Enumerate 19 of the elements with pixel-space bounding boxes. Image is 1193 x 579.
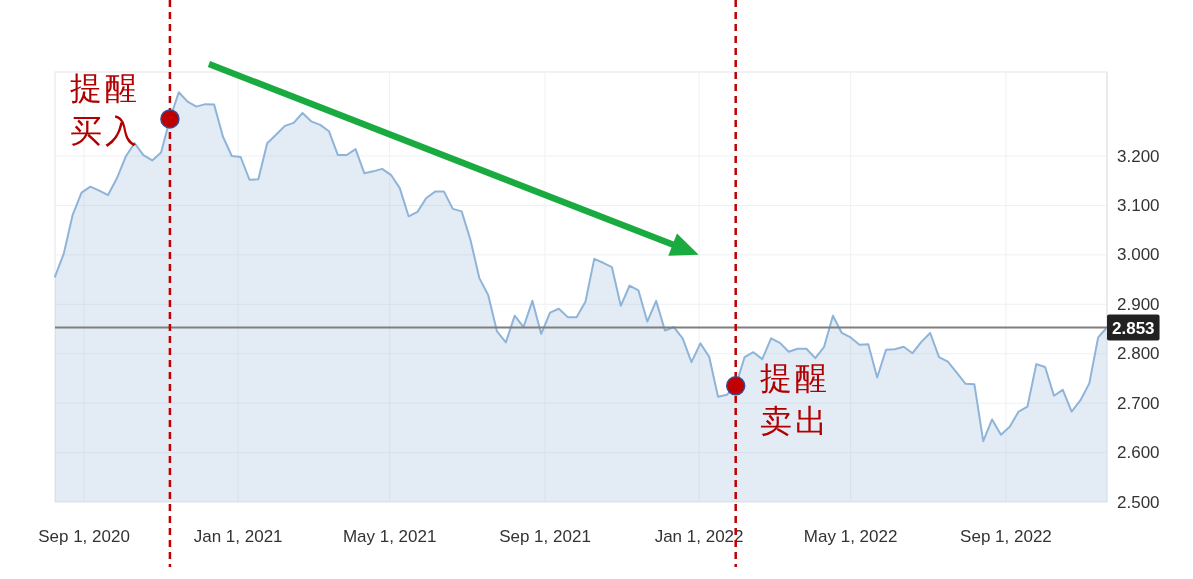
y-tick-label: 3.000 xyxy=(1117,245,1160,265)
x-tick-label: Jan 1, 2021 xyxy=(193,526,283,546)
annotation-text: 提醒买入 xyxy=(69,69,140,149)
ref-line-label: 2.853 xyxy=(1107,314,1160,341)
y-tick-label: 2.800 xyxy=(1117,344,1160,364)
y-tick-label: 2.500 xyxy=(1117,492,1160,512)
y-tick-label: 3.200 xyxy=(1117,146,1160,166)
x-tick-label: Sep 1, 2021 xyxy=(499,526,591,546)
y-tick-label: 2.900 xyxy=(1117,294,1160,314)
x-tick-label: May 1, 2022 xyxy=(803,526,898,546)
x-tick-label: Sep 1, 2022 xyxy=(960,526,1052,546)
x-tick-label: Jan 1, 2022 xyxy=(654,526,744,546)
annotation-text: 提醒卖出 xyxy=(759,359,830,439)
y-tick-label: 2.700 xyxy=(1117,393,1160,413)
x-tick-label: May 1, 2021 xyxy=(342,526,437,546)
x-tick-label: Sep 1, 2020 xyxy=(38,526,130,546)
y-tick-label: 3.100 xyxy=(1117,195,1160,215)
y-tick-label: 2.600 xyxy=(1117,443,1160,463)
ref-line-label: 2.853 xyxy=(1112,319,1155,339)
